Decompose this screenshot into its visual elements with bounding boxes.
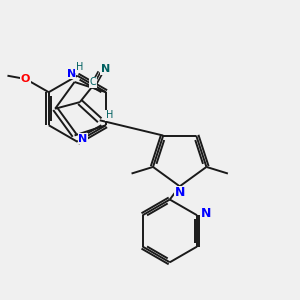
Text: N: N [175,186,185,200]
Text: N: N [101,64,110,74]
Text: N: N [201,207,211,220]
Text: H: H [106,110,113,120]
Text: N: N [78,134,87,144]
Text: N: N [67,69,76,79]
Text: O: O [21,74,30,84]
Text: H: H [76,62,83,72]
Text: C: C [90,77,97,87]
